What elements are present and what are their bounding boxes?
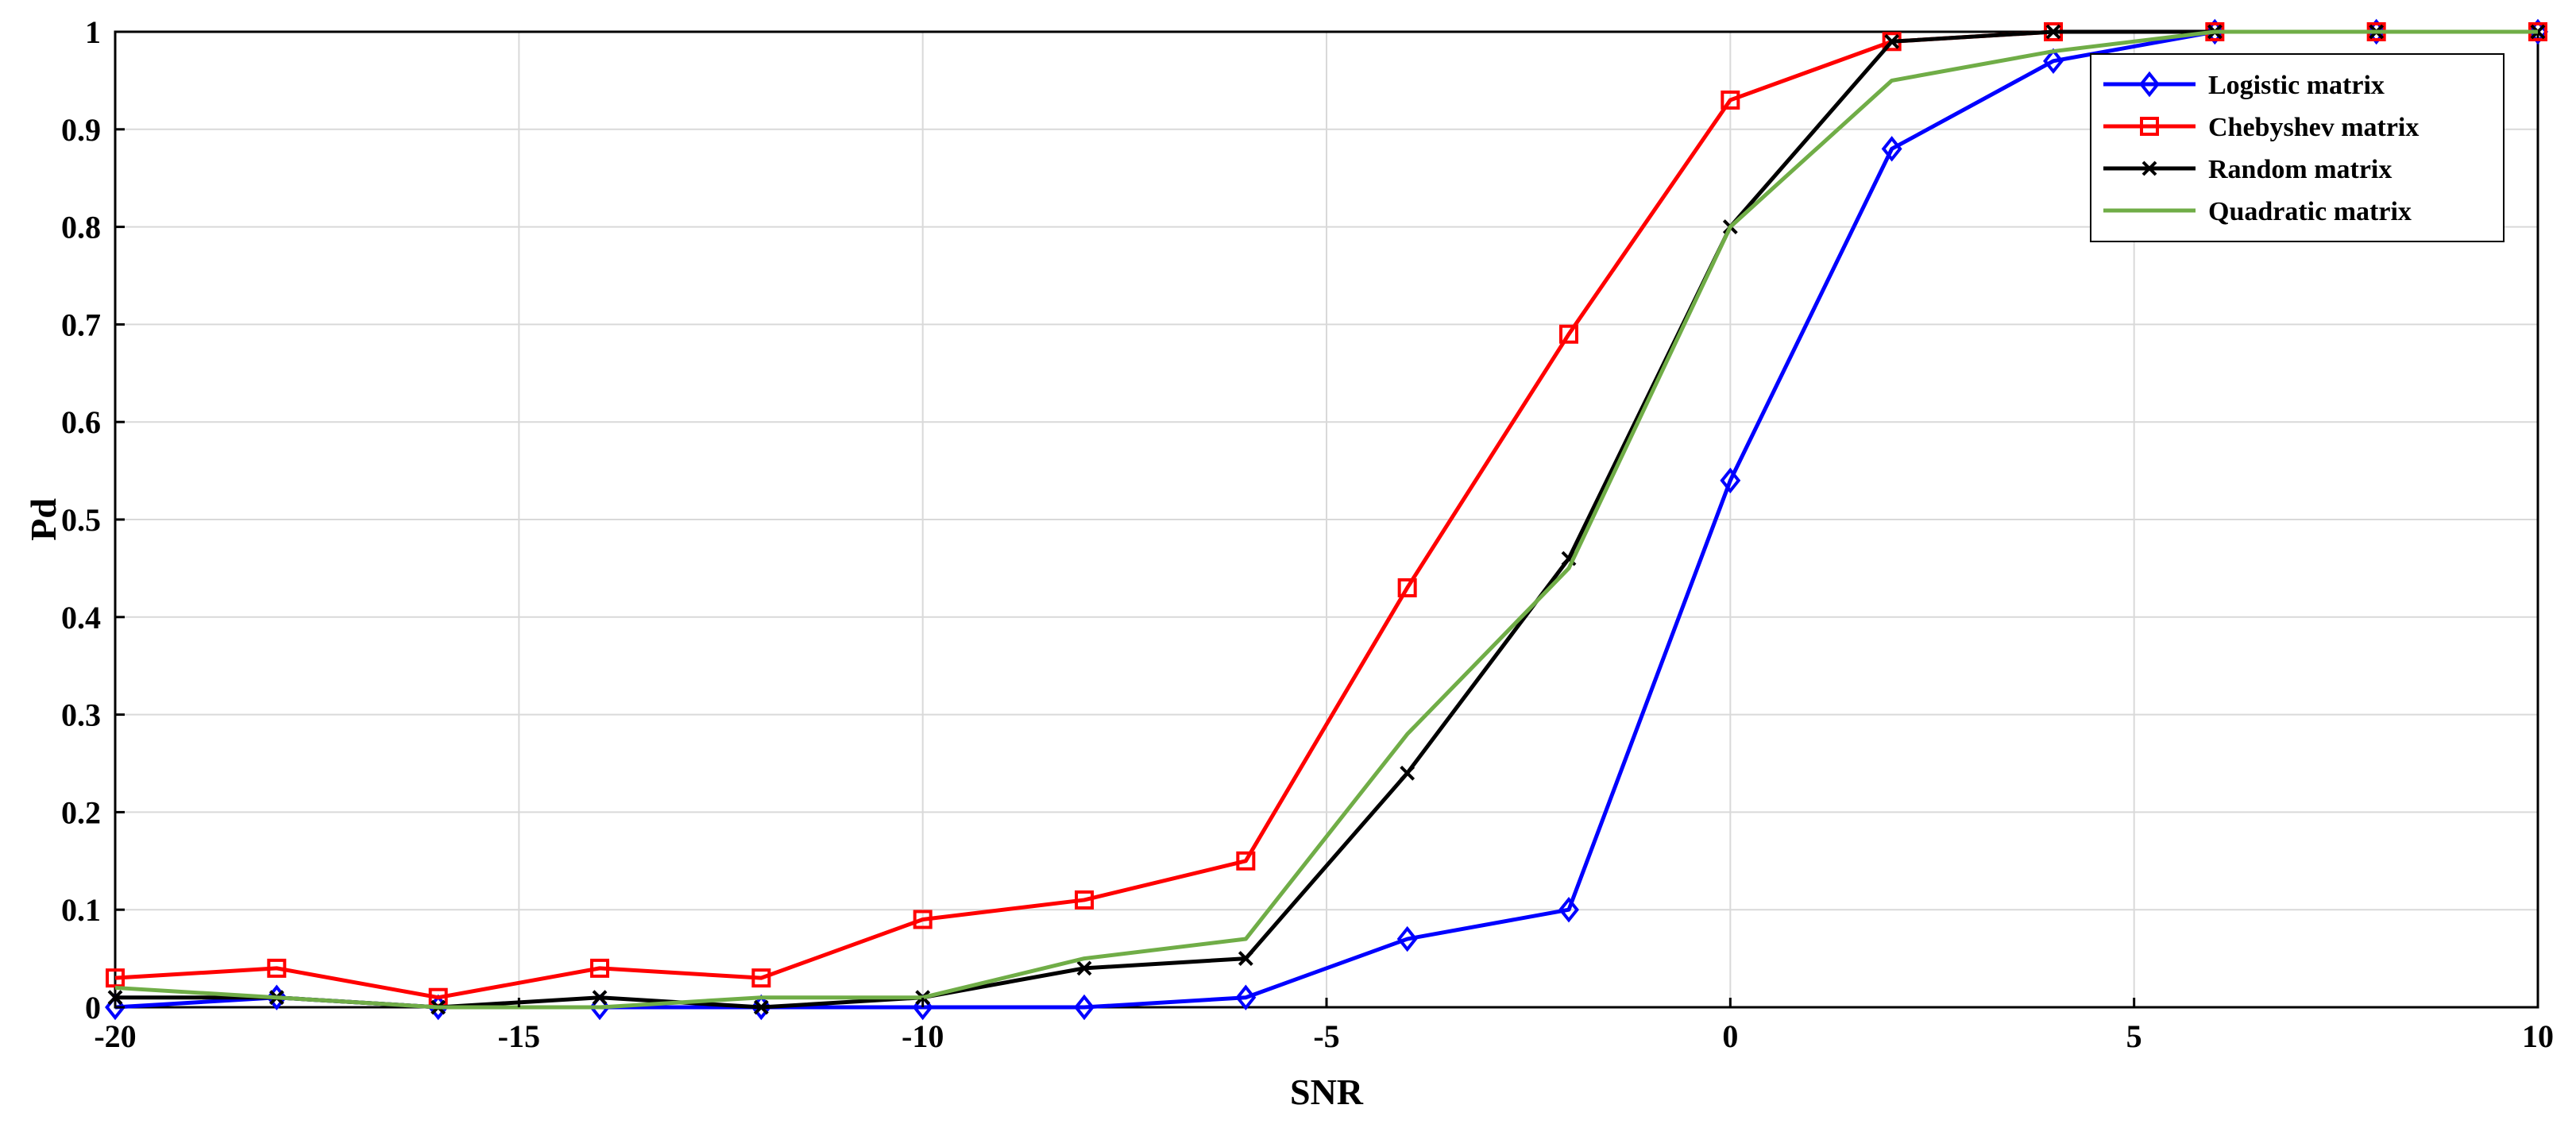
legend-label: Random matrix — [2208, 155, 2392, 184]
data-point — [1400, 765, 1415, 781]
legend-swatch-marker — [2139, 71, 2160, 98]
data-point — [753, 999, 769, 1015]
data-point — [267, 958, 287, 978]
y-axis-label: Pd — [23, 498, 64, 541]
data-point — [1076, 960, 1092, 976]
legend-label: Quadratic matrix — [2208, 197, 2412, 226]
data-point — [1721, 90, 1740, 110]
y-tick-label: 0.6 — [61, 404, 101, 440]
x-tick-label: -20 — [94, 1018, 136, 1054]
x-tick-label: -10 — [902, 1018, 944, 1054]
y-tick-label: 0.8 — [61, 210, 101, 245]
legend-label: Chebyshev matrix — [2208, 113, 2419, 142]
y-tick-label: 0 — [85, 990, 101, 1026]
data-point — [751, 968, 771, 988]
data-point — [2045, 24, 2061, 40]
y-tick-label: 0.2 — [61, 794, 101, 830]
data-point — [1558, 896, 1579, 923]
x-tick-label: 5 — [2126, 1018, 2142, 1054]
data-point — [1396, 925, 1418, 952]
data-point — [107, 990, 123, 1006]
legend-item: Chebyshev matrix — [2103, 113, 2419, 142]
data-point — [1074, 994, 1095, 1021]
data-point — [1881, 136, 1902, 162]
data-point — [1236, 851, 1256, 871]
legend-item: Random matrix — [2103, 155, 2392, 184]
data-point — [592, 990, 608, 1006]
y-tick-label: 0.7 — [61, 307, 101, 342]
x-tick-label: -5 — [1313, 1018, 1339, 1054]
tick-labels: -20 -15 -10 -5 0 5 10 0 0.1 0.2 0.3 0.4 0.5 0.6 0.7 0.8… — [61, 14, 2554, 1054]
data-point — [1559, 324, 1578, 344]
y-tick-label: 1 — [85, 14, 101, 50]
y-tick-label: 0.3 — [61, 697, 101, 733]
data-point — [106, 968, 125, 988]
data-point — [2043, 48, 2064, 75]
data-point — [1720, 467, 1741, 494]
legend-item: Quadratic matrix — [2103, 197, 2412, 226]
data-point — [590, 958, 609, 978]
x-tick-label: 10 — [2522, 1018, 2554, 1054]
legend: Logistic matrix Chebyshev matrix Random ma… — [2090, 53, 2505, 242]
data-point — [1238, 951, 1253, 967]
y-tick-label: 0.4 — [61, 600, 101, 635]
legend-label: Logistic matrix — [2208, 71, 2385, 100]
y-tick-label: 0.5 — [61, 502, 101, 538]
y-tick-label: 0.9 — [61, 112, 101, 148]
legend-swatch-marker — [2142, 160, 2157, 176]
x-tick-label: 0 — [1722, 1018, 1738, 1054]
data-point — [1235, 984, 1257, 1010]
data-point — [1075, 890, 1094, 910]
data-point — [1884, 33, 1900, 49]
legend-item: Logistic matrix — [2103, 71, 2385, 100]
data-point — [913, 910, 933, 929]
data-point — [1397, 578, 1417, 597]
y-tick-label: 0.1 — [61, 892, 101, 928]
legend-swatch-marker — [2140, 117, 2159, 136]
x-axis-label: SNR — [1290, 1072, 1364, 1112]
x-tick-label: -15 — [498, 1018, 540, 1054]
